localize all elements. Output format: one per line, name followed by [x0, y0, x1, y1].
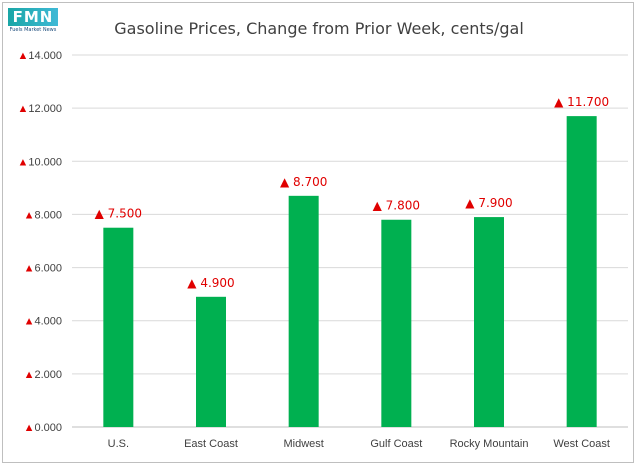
x-axis-ticks: U.S. East Coast Midwest Gulf Coast Rocky Mou…	[108, 438, 610, 450]
data-label: ▲ 7.500	[95, 207, 142, 221]
x-tick-label: West Coast	[553, 438, 610, 450]
y-tick-label: ▲12.000	[17, 103, 62, 115]
bar	[288, 195, 319, 427]
y-tick-label: ▲8.000	[24, 209, 62, 221]
bar	[381, 219, 412, 427]
data-label: ▲ 7.900	[465, 196, 512, 210]
y-tick-label: ▲4.000	[24, 316, 62, 328]
chart-title: Gasoline Prices, Change from Prior Week,…	[114, 19, 524, 38]
data-label: ▲ 8.700	[280, 175, 327, 189]
y-tick-label: ▲10.000	[17, 156, 62, 168]
data-label: ▲ 4.900	[187, 276, 234, 290]
x-tick-label: Rocky Mountain	[450, 438, 529, 450]
y-axis-ticks: ▲0.000 ▲2.000 ▲4.000 ▲6.000 ▲8.000 ▲10.000 ▲12…	[17, 50, 62, 434]
logo: FMN Fuels Market News	[8, 8, 58, 34]
x-tick-label: East Coast	[184, 438, 238, 450]
y-tick-label: ▲2.000	[24, 369, 62, 381]
bar	[474, 217, 504, 427]
bar	[103, 227, 134, 427]
bar	[566, 116, 597, 427]
data-label: ▲ 11.700	[554, 95, 609, 109]
bars	[103, 116, 597, 427]
data-labels: ▲ 7.500 ▲ 4.900 ▲ 8.700 ▲ 7.800 ▲ 7.900 ▲ 11.…	[95, 95, 610, 290]
y-tick-label: ▲6.000	[24, 263, 62, 275]
logo-subtitle: Fuels Market News	[9, 27, 57, 33]
y-tick-label: ▲14.000	[17, 50, 62, 62]
bar	[196, 296, 226, 427]
logo-letters: FMN	[8, 8, 58, 26]
y-tick-label: ▲0.000	[24, 422, 62, 434]
x-tick-label: U.S.	[108, 438, 129, 450]
x-tick-label: Gulf Coast	[370, 438, 422, 450]
data-label: ▲ 7.800	[373, 199, 420, 213]
x-tick-label: Midwest	[283, 438, 323, 450]
gridlines	[72, 54, 628, 428]
